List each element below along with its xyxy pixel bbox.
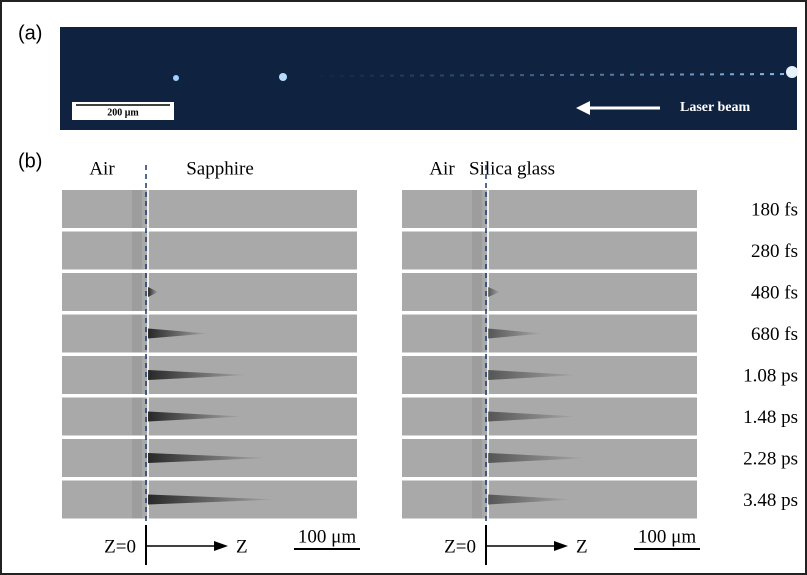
strip: [62, 315, 357, 353]
scale-bar-label: 200 μm: [107, 107, 139, 118]
delay-label: 280 fs: [751, 241, 798, 262]
medium-label: Sapphire: [186, 158, 254, 179]
strip: [62, 190, 357, 228]
interface: [132, 190, 142, 228]
interface: [472, 273, 482, 311]
strip: [402, 190, 697, 228]
damage-spot: [279, 73, 287, 81]
z-origin-label: Z=0: [444, 536, 476, 557]
z-origin-label: Z=0: [104, 536, 136, 557]
annotation: Laser beam: [680, 100, 750, 115]
interface: [472, 398, 482, 436]
strip: [402, 273, 697, 311]
scale-bar-label: 100 μm: [638, 526, 696, 547]
interface: [132, 232, 142, 270]
strip: [402, 315, 697, 353]
medium-label: Air: [89, 158, 115, 179]
interface: [472, 356, 482, 394]
z-axis-label: Z: [236, 536, 248, 557]
delay-label: 1.08 ps: [743, 365, 798, 386]
z-axis-label: Z: [576, 536, 588, 557]
panel-label: (a): [18, 22, 42, 44]
damage-spot: [786, 66, 798, 78]
scale-bar-label: 100 μm: [298, 526, 356, 547]
delay-label: 1.48 ps: [743, 407, 798, 428]
strip: [62, 273, 357, 311]
interface: [132, 315, 142, 353]
delay-label: 180 fs: [751, 199, 798, 220]
interface: [472, 481, 482, 519]
medium-label: Air: [429, 158, 455, 179]
delay-label: 2.28 ps: [743, 448, 798, 469]
interface: [472, 232, 482, 270]
delay-label: 680 fs: [751, 324, 798, 345]
damage-spot: [173, 75, 179, 81]
interface: [132, 481, 142, 519]
strip: [62, 232, 357, 270]
interface: [132, 356, 142, 394]
medium-label: Silica glass: [469, 158, 555, 179]
interface: [132, 398, 142, 436]
panel-label: (b): [18, 150, 42, 172]
delay-label: 480 fs: [751, 282, 798, 303]
interface: [472, 439, 482, 477]
interface: [472, 315, 482, 353]
interface: [472, 190, 482, 228]
delay-label: 3.48 ps: [743, 490, 798, 511]
figure: (a) 200 μm Laser beam (b) Air Sapphire Z=0…: [0, 0, 807, 575]
interface: [132, 273, 142, 311]
strip: [402, 232, 697, 270]
interface: [132, 439, 142, 477]
